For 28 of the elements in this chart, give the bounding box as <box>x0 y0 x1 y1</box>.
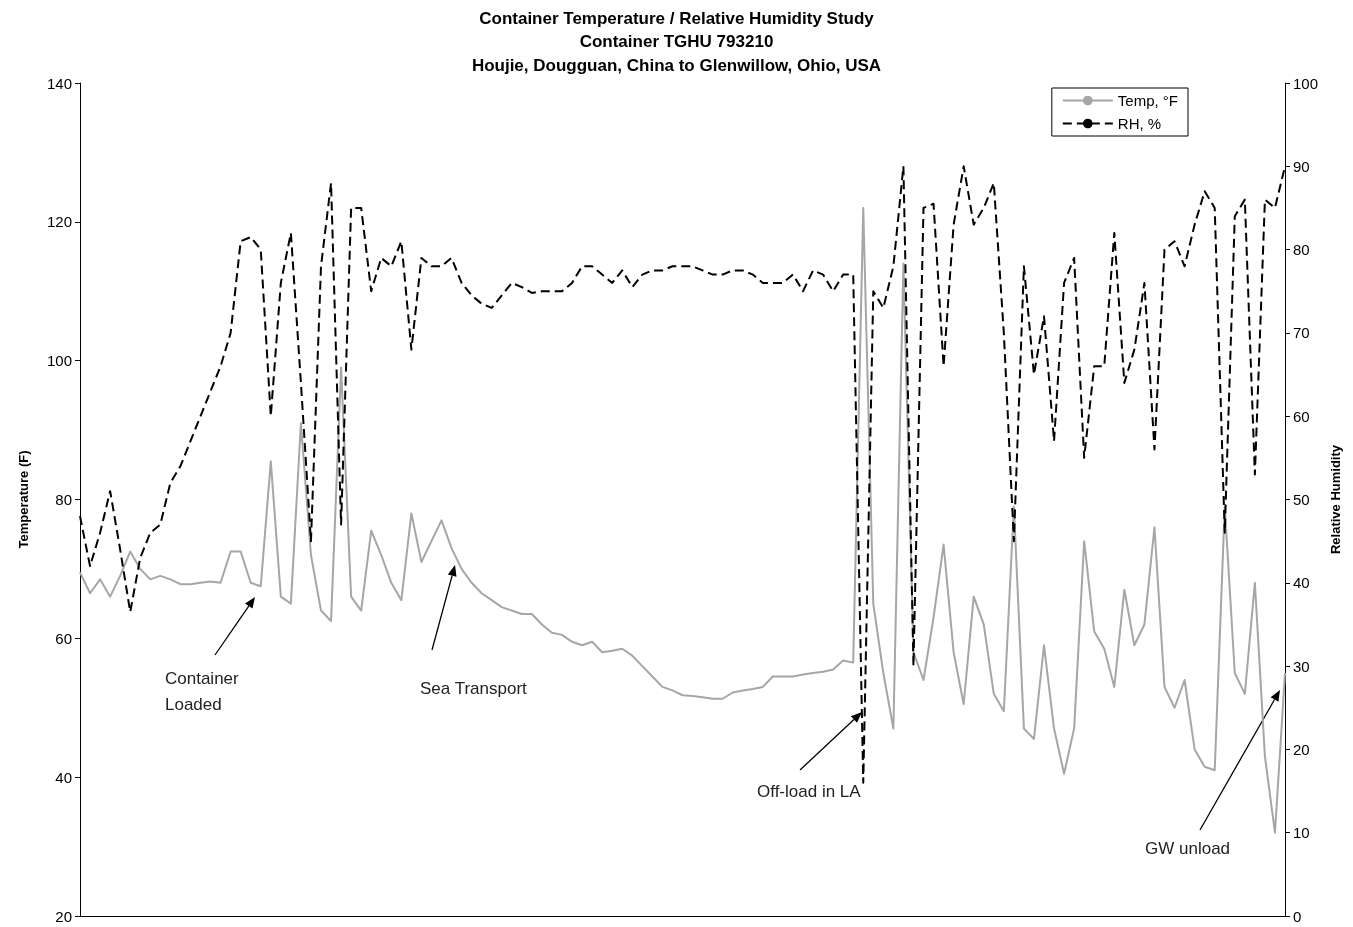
y2-tick-label: 90 <box>1293 157 1310 175</box>
legend-label: RH, % <box>1117 115 1162 132</box>
y2-tick-label: 80 <box>1293 241 1310 259</box>
y-tick-label: 140 <box>46 74 72 92</box>
y-axis-title: Temperature (F) <box>16 450 31 549</box>
y-tick-label: 80 <box>55 491 72 508</box>
annotation: Off-load in LA <box>757 781 862 801</box>
legend-label: Temp, °F <box>1117 92 1179 109</box>
y2-tick-label: 100 <box>1293 74 1319 92</box>
y2-tick-label: 30 <box>1293 657 1310 675</box>
y-tick-label: 40 <box>55 768 72 786</box>
annotation: Sea Transport <box>420 678 528 698</box>
y2-tick-label: 0 <box>1293 907 1302 925</box>
chart-subtitle: Container TGHU 793210 Houjie, Dougguan, China to Glenwillow, Ohio, USA <box>471 31 882 75</box>
y-tick-label: 120 <box>46 213 72 231</box>
y-tick-label: 20 <box>55 907 72 925</box>
y2-tick-label: 70 <box>1293 324 1310 342</box>
y2-tick-label: 50 <box>1293 491 1310 508</box>
y-tick-label: 60 <box>55 629 72 647</box>
y2-tick-label: 40 <box>1293 574 1310 592</box>
annotation: Container Loaded <box>165 668 240 714</box>
annotation: GW unload <box>1145 838 1231 858</box>
y2-tick-label: 10 <box>1293 824 1310 842</box>
y-tick-label: 100 <box>46 352 72 370</box>
y2-tick-label: 60 <box>1293 407 1310 425</box>
y2-axis-title: Relative Humidity <box>1327 444 1343 555</box>
y2-tick-label: 20 <box>1293 740 1310 758</box>
chart-title: Container Temperature / Relative Humidity Study <box>479 9 875 28</box>
